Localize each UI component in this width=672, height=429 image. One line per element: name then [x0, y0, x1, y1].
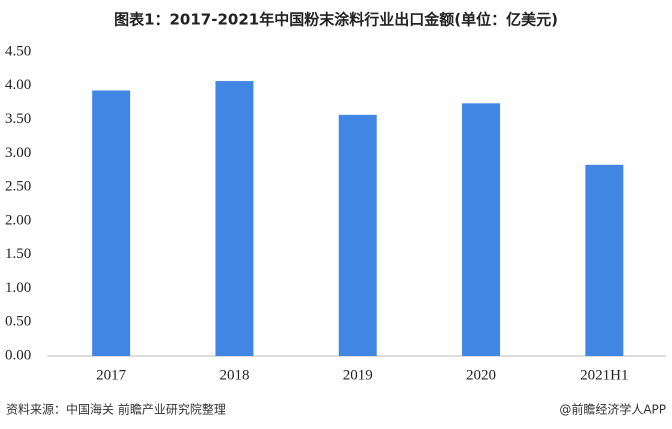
bar	[585, 164, 624, 356]
y-tick-label: 1.00	[5, 280, 31, 296]
y-tick-label: 2.00	[5, 212, 31, 228]
source-note: 资料来源：中国海关 前瞻产业研究院整理	[6, 402, 226, 417]
bar	[338, 114, 377, 357]
x-tick-label: 2019	[343, 367, 373, 383]
x-tick-label: 2020	[466, 367, 496, 383]
y-tick-label: 1.50	[5, 246, 31, 262]
y-tick-label: 3.50	[5, 111, 31, 127]
bar	[462, 103, 501, 356]
x-tick-label: 2018	[219, 367, 249, 383]
y-tick-label: 0.50	[5, 314, 31, 330]
y-tick-label: 4.50	[5, 43, 31, 59]
y-tick-label: 0.00	[5, 347, 31, 363]
x-tick-label: 2021H1	[580, 367, 628, 383]
bar	[92, 90, 131, 357]
y-tick-label: 3.00	[5, 145, 31, 161]
x-tick-label: 2017	[96, 367, 127, 383]
credit: @前瞻经济学人APP	[559, 402, 666, 417]
y-tick-label: 2.50	[5, 179, 31, 195]
chart-title: 图表1：2017-2021年中国粉末涂料行业出口金额(单位：亿美元)	[114, 11, 558, 29]
y-tick-label: 4.00	[5, 77, 31, 93]
bar	[215, 81, 254, 356]
